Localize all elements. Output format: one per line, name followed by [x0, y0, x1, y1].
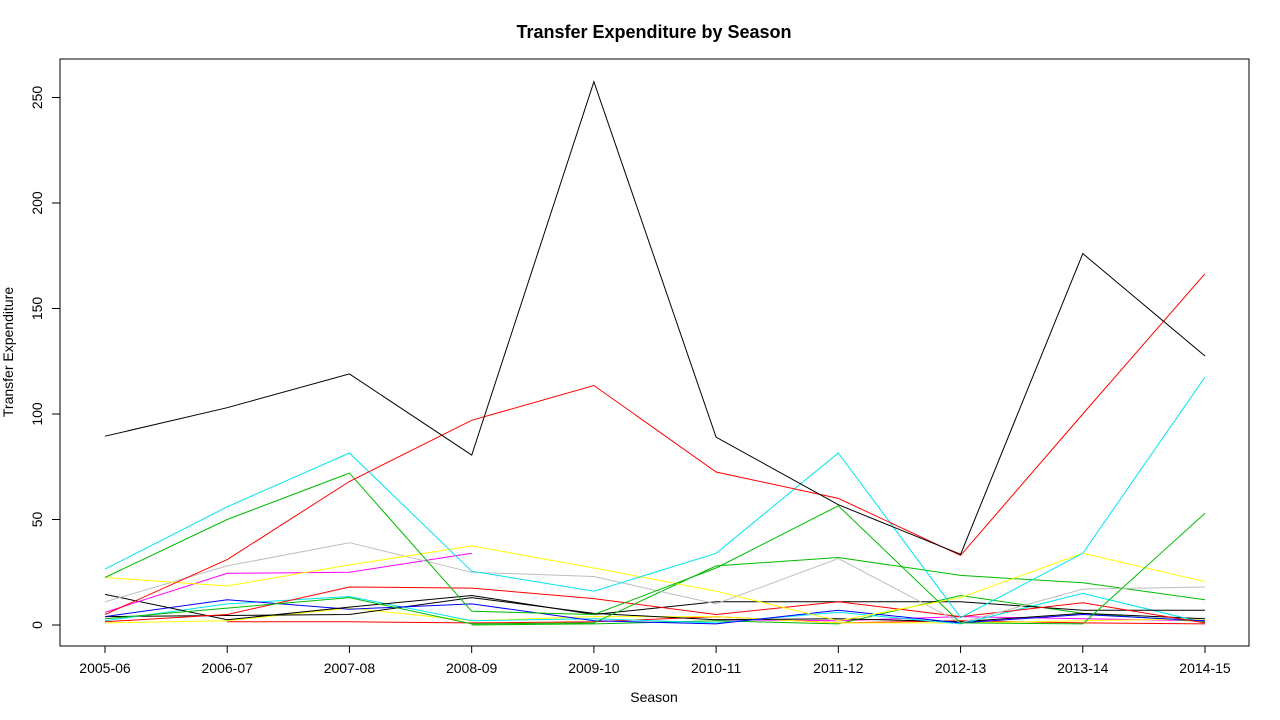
series-line	[104, 552, 472, 613]
chart-title: Transfer Expenditure by Season	[516, 22, 791, 42]
y-tick-label: 200	[29, 191, 45, 215]
series-line	[104, 80, 1206, 555]
y-axis: 0 50 100 150 200 250	[29, 86, 61, 629]
x-tick-label: 2005-06	[79, 660, 131, 676]
series-line	[104, 592, 1206, 625]
x-tick-label: 2007-08	[324, 660, 376, 676]
series-line	[104, 273, 1206, 615]
y-tick-label: 100	[29, 402, 45, 426]
y-tick-label: 50	[29, 512, 45, 528]
y-tick-label: 250	[29, 86, 45, 110]
series-line	[104, 586, 1206, 624]
x-tick-label: 2009-10	[568, 660, 620, 676]
series-line	[104, 545, 1206, 622]
series-line	[104, 472, 1206, 625]
x-tick-label: 2006-07	[202, 660, 254, 676]
x-tick-label: 2010-11	[691, 660, 742, 676]
x-tick-label: 2013-14	[1057, 660, 1109, 676]
x-tick-label: 2008-09	[446, 660, 498, 676]
x-tick-label: 2011-12	[813, 660, 864, 676]
series-line	[104, 556, 1206, 625]
y-axis-label: Transfer Expenditure	[0, 287, 16, 417]
x-tick-label: 2012-13	[935, 660, 987, 676]
series-lines	[104, 80, 1206, 626]
series-line	[104, 542, 1206, 624]
series-line	[104, 599, 1206, 625]
x-axis: 2005-06 2006-07 2007-08 2008-09 2009-10 2010-…	[79, 645, 1231, 676]
x-axis-label: Season	[630, 689, 677, 705]
y-tick-label: 0	[29, 621, 45, 629]
x-tick-label: 2014-15	[1179, 660, 1231, 676]
y-tick-label: 150	[29, 297, 45, 321]
series-line	[104, 376, 1206, 619]
series-line	[104, 597, 1206, 623]
